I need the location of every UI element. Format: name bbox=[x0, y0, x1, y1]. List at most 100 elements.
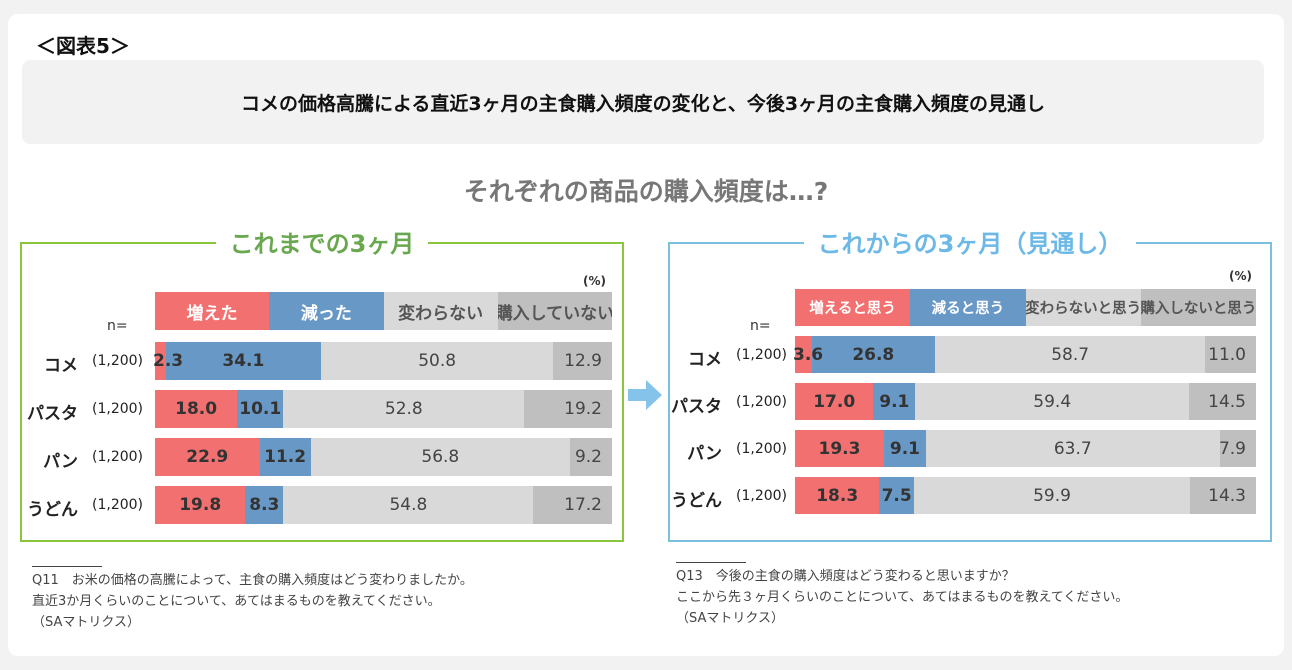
bar-value-label: 10.1 bbox=[239, 399, 282, 419]
bar-segment: 59.4 bbox=[915, 383, 1190, 420]
bar-value-label: 19.3 bbox=[818, 438, 861, 459]
bar-segment: 14.3 bbox=[1190, 477, 1256, 514]
next-3-months-panel: これからの3ヶ月（見通し） bbox=[668, 230, 1272, 542]
bar-value-label: 2.3 bbox=[153, 351, 184, 371]
note-line: 直近3か月くらいのことについて、あてはまるものを教えてください。 bbox=[32, 594, 441, 609]
sample-size-label: (1,200) bbox=[736, 394, 788, 410]
bar-segment: 19.8 bbox=[155, 486, 246, 524]
bar-value-label: 63.7 bbox=[1053, 438, 1092, 459]
bar-segment: 63.7 bbox=[925, 430, 1220, 467]
bar-value-label: 50.8 bbox=[418, 351, 457, 371]
n-label: n= bbox=[107, 318, 128, 334]
bar-value-label: 19.2 bbox=[564, 399, 602, 419]
bar-value-label: 11.0 bbox=[1208, 344, 1246, 365]
bar-segment: 9.1 bbox=[883, 430, 926, 467]
past-3-months-panel: これまでの3ヶ月 bbox=[20, 230, 624, 542]
sample-size-label: (1,200) bbox=[92, 353, 144, 369]
bar-segment: 58.7 bbox=[935, 336, 1206, 373]
bar-value-label: 14.3 bbox=[1208, 485, 1246, 506]
bar-segment: 52.8 bbox=[283, 390, 525, 428]
note-line: （SAマトリクス） bbox=[32, 615, 140, 630]
bar-value-label: 19.8 bbox=[179, 495, 222, 515]
bar-value-label: 54.8 bbox=[389, 495, 428, 515]
bar-value-label: 17.2 bbox=[564, 495, 602, 515]
bar-value-label: 8.3 bbox=[249, 495, 280, 515]
bar-segment: 8.3 bbox=[245, 486, 284, 524]
bar-value-label: 14.5 bbox=[1208, 391, 1246, 412]
legend-2: 減ると思う bbox=[910, 289, 1026, 326]
sample-size-label: (1,200) bbox=[92, 497, 144, 513]
legend-2: 減った bbox=[269, 292, 384, 330]
bar-segment: 2.3 bbox=[153, 342, 183, 380]
bar-value-label: 59.9 bbox=[1033, 485, 1071, 506]
bar-value-label: 3.6 bbox=[793, 344, 824, 365]
bar-value-label: 17.0 bbox=[813, 391, 856, 412]
bar-value-label: 11.2 bbox=[264, 447, 307, 467]
note-divider bbox=[32, 566, 102, 567]
bar-segment: 34.1 bbox=[165, 342, 322, 380]
category-label: パスタ bbox=[671, 397, 722, 417]
bar-value-label: 34.1 bbox=[222, 351, 265, 371]
note-line: Q11 お米の価格の高騰によって、主食の購入頻度はどう変わりましたか。 bbox=[32, 573, 473, 588]
bar-value-label: 12.9 bbox=[564, 351, 602, 371]
bar-segment: 18.0 bbox=[155, 390, 238, 428]
bar-segment: 11.2 bbox=[259, 438, 311, 476]
figure-label: ＜図表5＞ bbox=[36, 34, 130, 58]
bar-segment: 19.3 bbox=[795, 430, 884, 467]
bar-segment: 7.9 bbox=[1219, 430, 1256, 467]
bar-value-label: 7.5 bbox=[881, 485, 912, 506]
panel-title-future: これからの3ヶ月（見通し） bbox=[803, 230, 1137, 258]
category-label: パスタ bbox=[27, 404, 78, 424]
unit-label: (%) bbox=[1229, 269, 1252, 283]
bar-value-label: 26.8 bbox=[852, 344, 895, 365]
legend-3: 変わらない bbox=[383, 292, 498, 330]
sample-size-label: (1,200) bbox=[92, 401, 144, 417]
sample-size-label: (1,200) bbox=[736, 347, 788, 363]
panel-title-past: これまでの3ヶ月 bbox=[215, 230, 429, 258]
unit-label: (%) bbox=[583, 274, 606, 288]
legend-3: 変わらないと思う bbox=[1025, 289, 1141, 326]
legend-1: 増えた bbox=[155, 292, 270, 330]
bar-segment: 14.5 bbox=[1189, 383, 1256, 420]
bar-value-label: 22.9 bbox=[186, 447, 229, 467]
bar-segment: 18.3 bbox=[795, 477, 880, 514]
n-label: n= bbox=[750, 318, 771, 334]
chart-subtitle: それぞれの商品の購入頻度は…? bbox=[463, 177, 829, 206]
bar-segment: 19.2 bbox=[524, 390, 612, 428]
category-label: コメ bbox=[44, 356, 78, 376]
category-label: パン bbox=[43, 452, 78, 472]
note-line: （SAマトリクス） bbox=[676, 611, 784, 626]
bar-value-label: 9.2 bbox=[574, 447, 602, 467]
note-line: Q13 今後の主食の購入頻度はどう変わると思いますか？ bbox=[676, 569, 1015, 584]
bar-value-label: 18.3 bbox=[816, 485, 859, 506]
bar-segment: 9.2 bbox=[569, 438, 612, 476]
category-label: うどん bbox=[671, 491, 722, 511]
bar-segment: 17.2 bbox=[533, 486, 612, 524]
legend-1: 増えると思う bbox=[795, 289, 911, 326]
bar-value-label: 9.1 bbox=[889, 438, 920, 459]
legend-4: 購入していない bbox=[497, 292, 612, 330]
bar-segment: 22.9 bbox=[155, 438, 260, 476]
bar-segment: 3.6 bbox=[793, 336, 823, 373]
bar-segment: 56.8 bbox=[310, 438, 570, 476]
bar-segment: 10.1 bbox=[237, 390, 284, 428]
bar-value-label: 58.7 bbox=[1051, 344, 1090, 365]
sample-size-label: (1,200) bbox=[92, 449, 144, 465]
bar-segment: 12.9 bbox=[553, 342, 612, 380]
bar-segment: 9.1 bbox=[873, 383, 916, 420]
bar-segment: 50.8 bbox=[321, 342, 554, 380]
bar-segment: 54.8 bbox=[283, 486, 534, 524]
bar-segment: 59.9 bbox=[913, 477, 1191, 514]
bar-segment: 26.8 bbox=[811, 336, 935, 373]
question-note-future: Q13 今後の主食の購入頻度はどう変わると思いますか？ ここから先３ヶ月くらいの… bbox=[676, 566, 1128, 629]
bar-value-label: 59.4 bbox=[1033, 391, 1072, 412]
note-divider bbox=[676, 562, 746, 563]
category-label: コメ bbox=[688, 350, 722, 370]
bar-value-label: 56.8 bbox=[421, 447, 460, 467]
bar-value-label: 52.8 bbox=[384, 399, 423, 419]
bar-value-label: 18.0 bbox=[175, 399, 218, 419]
right-arrow-icon bbox=[628, 380, 662, 410]
question-note-past: Q11 お米の価格の高騰によって、主食の購入頻度はどう変わりましたか。 直近3か… bbox=[32, 570, 473, 633]
sample-size-label: (1,200) bbox=[736, 441, 788, 457]
sample-size-label: (1,200) bbox=[736, 488, 788, 504]
